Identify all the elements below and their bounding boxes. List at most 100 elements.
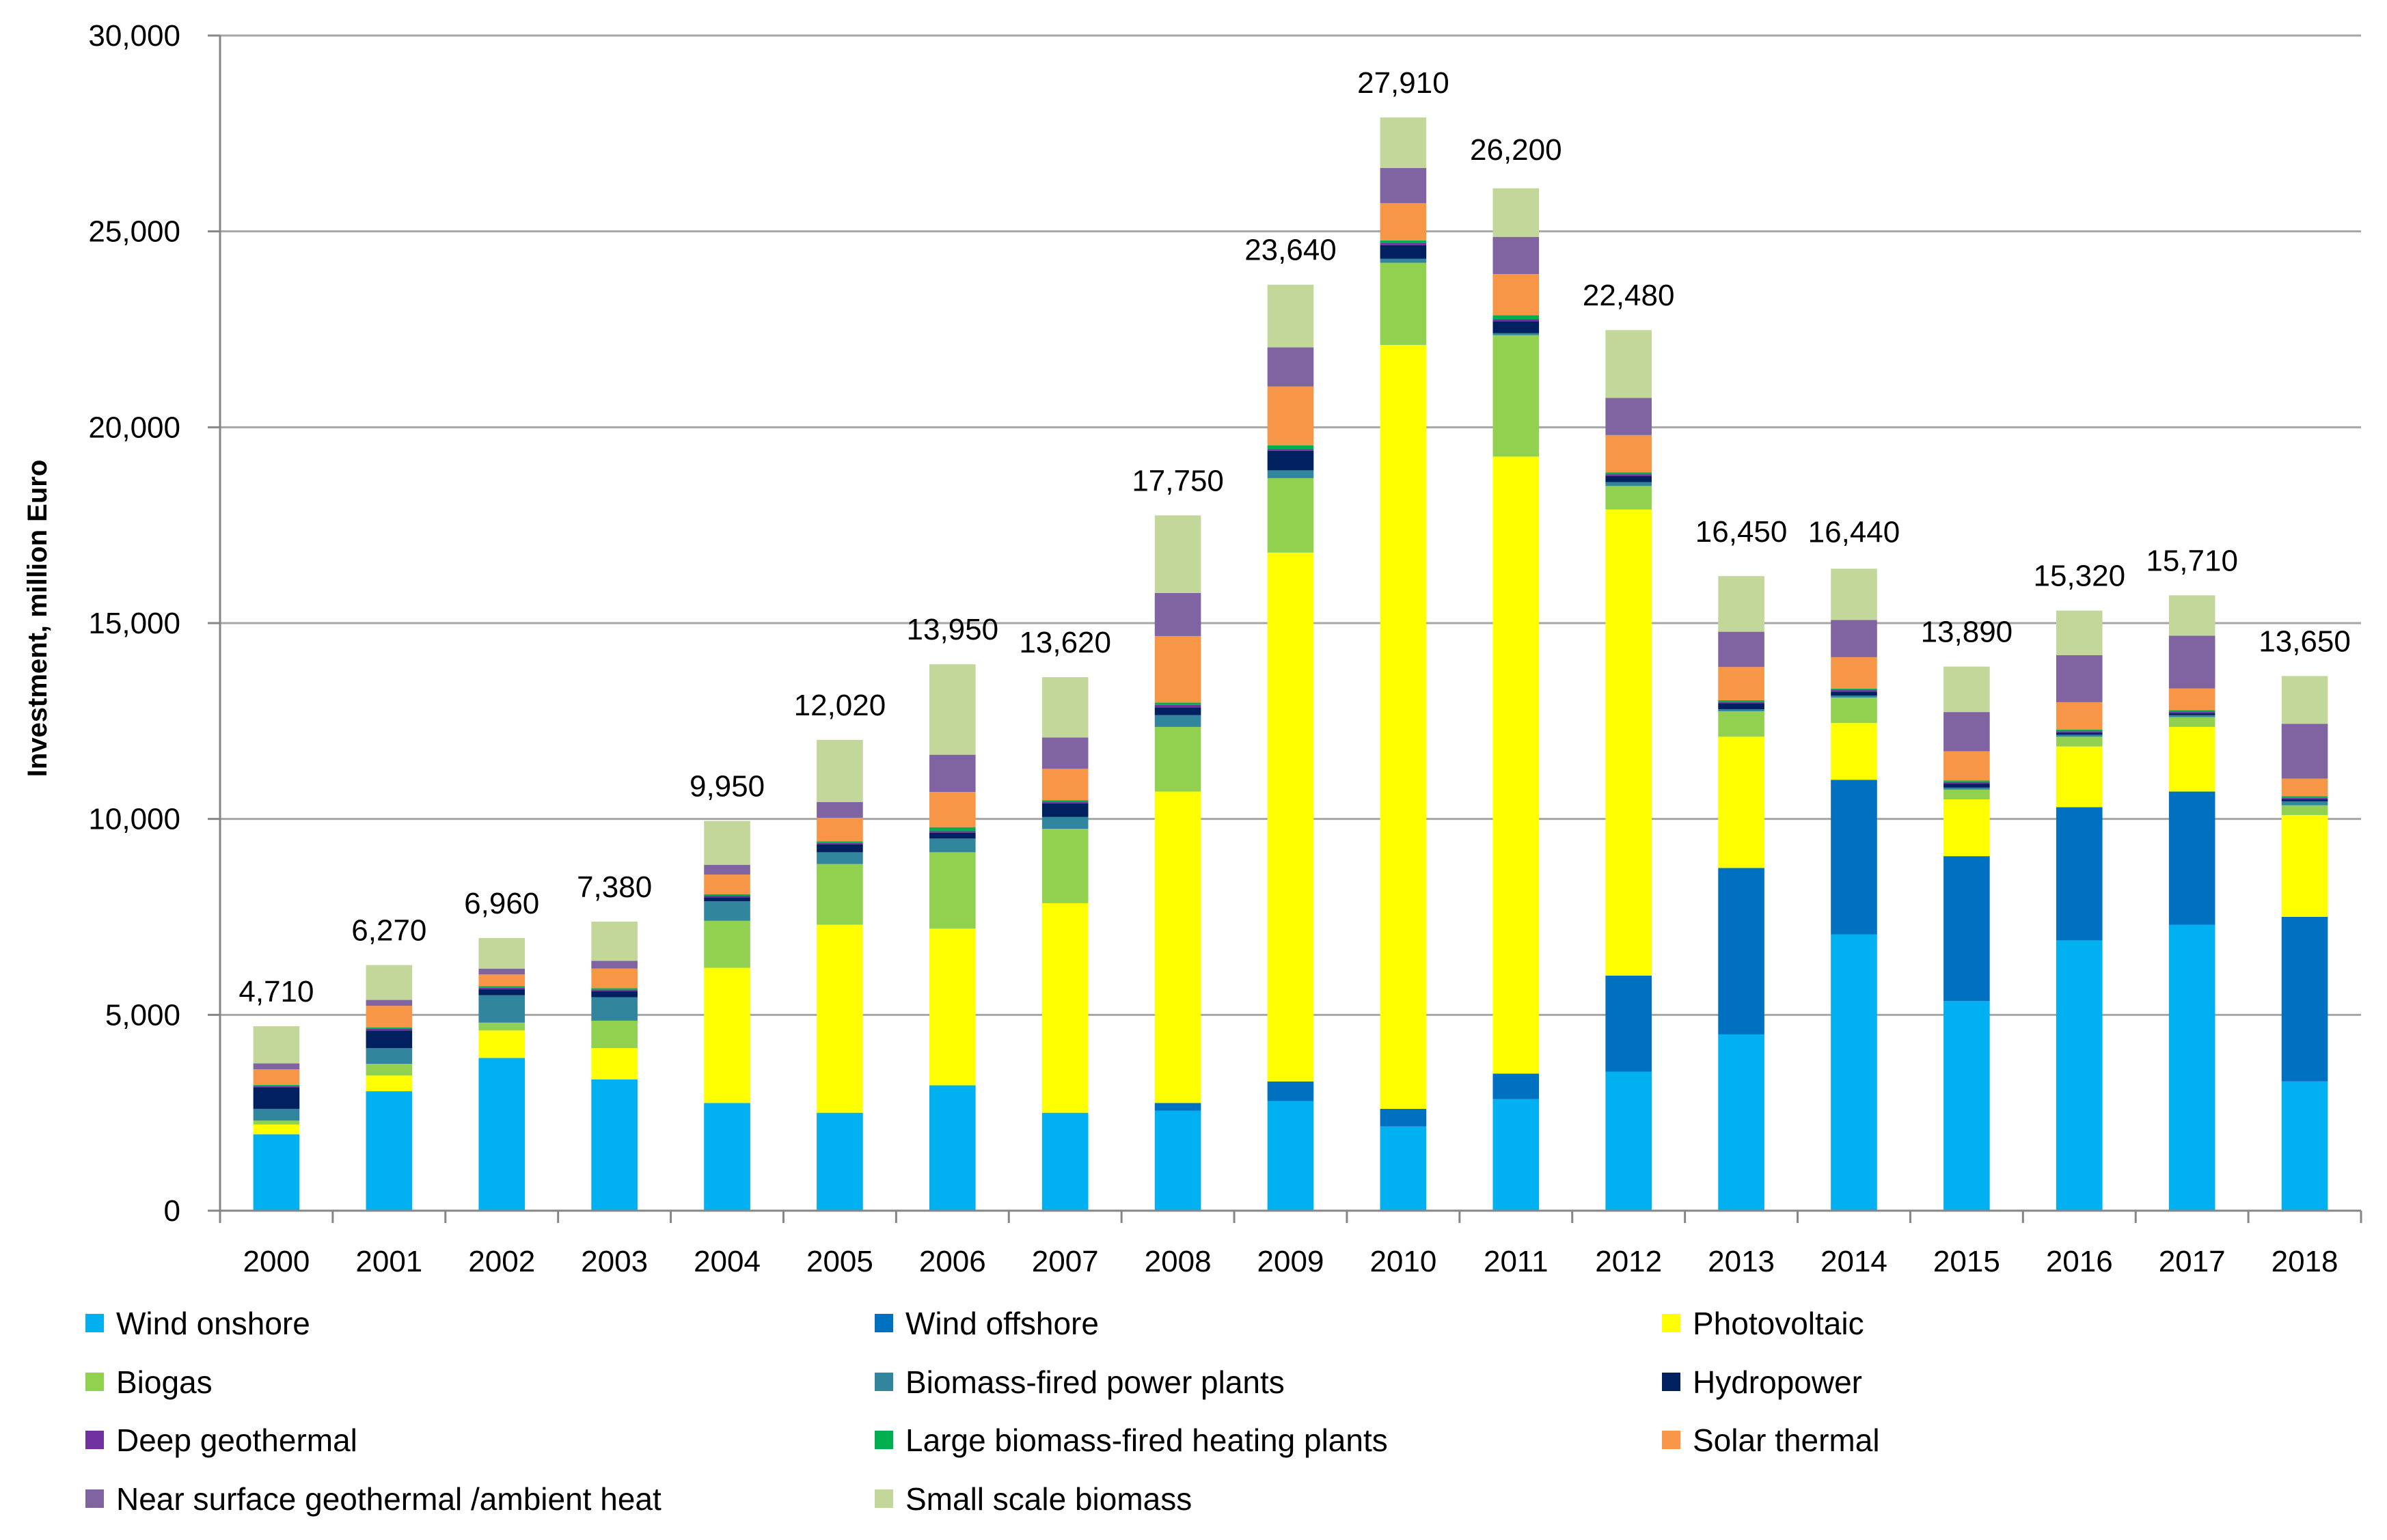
bar-segment bbox=[1380, 1108, 1427, 1127]
bar-segment bbox=[253, 1086, 300, 1088]
bar-segment bbox=[1943, 751, 1990, 781]
bar-total-label: 22,480 bbox=[1583, 279, 1675, 312]
bar-segment bbox=[1267, 445, 1314, 450]
bar-segment bbox=[2056, 655, 2103, 702]
bar-segment bbox=[2168, 635, 2215, 689]
x-tick-label: 2009 bbox=[1257, 1245, 1324, 1278]
bar-segment bbox=[704, 967, 750, 1103]
legend-swatch bbox=[1662, 1373, 1680, 1391]
bar-segment bbox=[1492, 1073, 1540, 1099]
bar-segment bbox=[2056, 746, 2103, 808]
bar-segment bbox=[1267, 552, 1314, 1082]
legend-label: Hydropower bbox=[1693, 1364, 1862, 1400]
bar-segment bbox=[2281, 796, 2328, 798]
bar-segment bbox=[929, 832, 976, 839]
bar-segment bbox=[1041, 803, 1089, 817]
bar-segment bbox=[817, 852, 863, 864]
bar-segment bbox=[1041, 829, 1089, 903]
bar-total-label: 13,650 bbox=[2259, 624, 2351, 658]
bar-total-label: 4,710 bbox=[238, 975, 314, 1008]
bar-segment bbox=[1492, 188, 1540, 237]
bar-segment bbox=[1154, 702, 1201, 705]
bar-segment bbox=[591, 989, 638, 991]
bar-segment bbox=[253, 1087, 300, 1109]
bar-segment bbox=[253, 1069, 300, 1085]
bar-segment bbox=[2056, 732, 2103, 735]
bar-segment bbox=[817, 1112, 863, 1211]
bar-segment bbox=[366, 1064, 413, 1076]
bar-segment bbox=[1718, 711, 1764, 737]
bar-segment bbox=[1943, 782, 1990, 784]
legend-swatch bbox=[875, 1314, 893, 1332]
bar-segment bbox=[1831, 568, 1877, 620]
bar-segment bbox=[817, 844, 863, 853]
bar-segment bbox=[1605, 398, 1652, 435]
bar-segment bbox=[2281, 778, 2328, 797]
bar-segment bbox=[1041, 801, 1089, 803]
x-tick-label: 2014 bbox=[1820, 1245, 1887, 1278]
bar-segment bbox=[253, 1108, 300, 1121]
bar-segment bbox=[817, 864, 863, 925]
bar-segment bbox=[1718, 709, 1764, 711]
bar-segment bbox=[2281, 814, 2328, 917]
bar-segment bbox=[1267, 450, 1314, 471]
bar-segment bbox=[1041, 677, 1089, 738]
bar-segment bbox=[1492, 333, 1540, 335]
bar-segment bbox=[1380, 167, 1427, 204]
bar-segment bbox=[2168, 595, 2215, 636]
bar-total-label: 26,200 bbox=[1470, 133, 1562, 167]
bar-segment bbox=[704, 875, 750, 894]
y-tick-label: 25,000 bbox=[88, 215, 180, 249]
bar-total-label: 13,890 bbox=[1921, 616, 2013, 649]
bar-segment bbox=[1605, 435, 1652, 473]
legend-swatch bbox=[85, 1373, 104, 1391]
bar-segment bbox=[1943, 666, 1990, 713]
bar-segment bbox=[2168, 710, 2215, 712]
bar-segment bbox=[704, 920, 750, 968]
bar-segment bbox=[1831, 657, 1877, 689]
bar-segment bbox=[1154, 715, 1201, 727]
bar-segment bbox=[478, 1058, 526, 1211]
bar-segment bbox=[1154, 704, 1201, 708]
bar-segment bbox=[2281, 676, 2328, 724]
bar-segment bbox=[1943, 856, 1990, 1002]
bar-segment bbox=[591, 921, 638, 961]
bar-segment bbox=[1041, 737, 1089, 769]
bar-segment bbox=[1605, 976, 1652, 1072]
y-tick-label: 20,000 bbox=[88, 411, 180, 444]
bar-segment bbox=[1718, 576, 1764, 632]
bar-segment bbox=[817, 842, 863, 844]
bar-segment bbox=[591, 1048, 638, 1080]
bar-segment bbox=[2281, 724, 2328, 779]
bar-segment bbox=[929, 664, 976, 755]
legend-swatch bbox=[1662, 1431, 1680, 1449]
bar-segment bbox=[704, 897, 750, 902]
bar-segment bbox=[1041, 903, 1089, 1113]
x-tick-label: 2013 bbox=[1708, 1245, 1775, 1278]
bar-segment bbox=[1154, 635, 1201, 703]
legend-label: Biogas bbox=[116, 1364, 213, 1400]
bar-segment bbox=[478, 987, 526, 990]
x-tick-label: 2015 bbox=[1933, 1245, 2000, 1278]
x-tick-label: 2010 bbox=[1369, 1245, 1436, 1278]
bar-segment bbox=[2281, 801, 2328, 806]
bar-segment bbox=[1154, 515, 1201, 593]
bar-segment bbox=[591, 961, 638, 969]
bar-segment bbox=[478, 974, 526, 987]
bar-segment bbox=[2168, 711, 2215, 713]
bar-segment bbox=[2281, 917, 2328, 1082]
bar-total-label: 17,750 bbox=[1132, 464, 1224, 497]
bar-total-label: 15,320 bbox=[2033, 560, 2125, 593]
bar-segment bbox=[817, 817, 863, 842]
bar-segment bbox=[1943, 787, 1990, 790]
bar-segment bbox=[1041, 769, 1089, 801]
bar-segment bbox=[1154, 592, 1201, 636]
bar-segment bbox=[1267, 347, 1314, 387]
bar-segment bbox=[478, 968, 526, 975]
bar-segment bbox=[1154, 726, 1201, 792]
bar-segment bbox=[1492, 335, 1540, 457]
legend-label: Near surface geothermal /ambient heat bbox=[116, 1481, 661, 1517]
bar-segment bbox=[2168, 688, 2215, 711]
bar-segment bbox=[1380, 258, 1427, 263]
